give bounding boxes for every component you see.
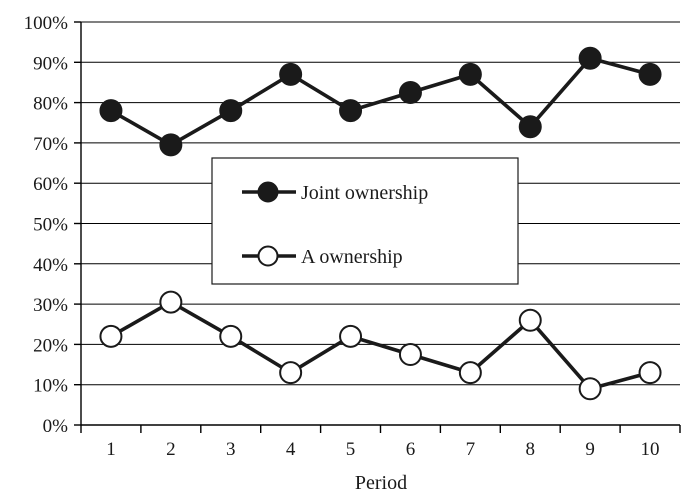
data-point-a-ownership bbox=[279, 361, 303, 385]
series-joint-ownership bbox=[99, 46, 662, 157]
data-point-a-ownership bbox=[99, 324, 123, 348]
legend-item-joint-ownership: Joint ownership bbox=[242, 181, 428, 204]
x-tick-label: 10 bbox=[641, 439, 660, 460]
axes bbox=[74, 21, 681, 433]
x-tick-label: 8 bbox=[526, 439, 536, 460]
data-point-a-ownership bbox=[458, 361, 482, 385]
x-tick-label: 4 bbox=[286, 439, 296, 460]
data-point-a-ownership bbox=[159, 290, 183, 314]
y-tick-label: 80% bbox=[33, 94, 68, 115]
data-point-joint-ownership bbox=[159, 133, 183, 157]
x-tick-label: 3 bbox=[226, 439, 236, 460]
data-point-joint-ownership bbox=[578, 46, 602, 70]
x-tick-label: 7 bbox=[466, 439, 476, 460]
data-point-a-ownership bbox=[339, 324, 363, 348]
series-line-joint-ownership bbox=[110, 56, 651, 147]
y-tick-label: 20% bbox=[33, 335, 68, 356]
legend-label-joint-ownership: Joint ownership bbox=[301, 182, 428, 204]
x-tick-labels: 1 2 3 4 5 6 7 8 9 10 bbox=[106, 439, 659, 460]
series-line-a-ownership bbox=[110, 300, 651, 391]
series-a-ownership bbox=[99, 290, 662, 401]
data-point-a-ownership bbox=[398, 342, 422, 366]
data-point-a-ownership bbox=[518, 308, 542, 332]
y-tick-label: 10% bbox=[33, 376, 68, 397]
y-tick-label: 60% bbox=[33, 174, 68, 195]
data-point-joint-ownership bbox=[638, 62, 662, 86]
y-tick-label: 30% bbox=[33, 295, 68, 316]
data-point-a-ownership bbox=[219, 324, 243, 348]
data-point-joint-ownership bbox=[219, 99, 243, 123]
x-axis-title: Period bbox=[355, 472, 407, 494]
y-tick-label: 100% bbox=[24, 13, 69, 34]
legend-marker-joint-ownership bbox=[257, 181, 279, 203]
y-tick-label: 50% bbox=[33, 215, 68, 236]
legend-marker-a-ownership bbox=[257, 245, 279, 267]
data-point-a-ownership bbox=[578, 377, 602, 401]
data-point-joint-ownership bbox=[518, 115, 542, 139]
legend-label-a-ownership: A ownership bbox=[301, 246, 403, 268]
x-tick-label: 9 bbox=[585, 439, 595, 460]
data-point-joint-ownership bbox=[279, 62, 303, 86]
data-point-a-ownership bbox=[638, 361, 662, 385]
y-tick-label: 40% bbox=[33, 255, 68, 276]
data-point-joint-ownership bbox=[339, 99, 363, 123]
legend-item-a-ownership: A ownership bbox=[242, 245, 403, 268]
y-tick-label: 0% bbox=[43, 416, 69, 437]
legend: Joint ownership A ownership bbox=[211, 157, 519, 285]
data-point-joint-ownership bbox=[398, 81, 422, 105]
x-tick-label: 6 bbox=[406, 439, 416, 460]
y-tick-labels: 0% 10% 20% 30% 40% 50% 60% 70% 80% 90% 100% bbox=[24, 13, 69, 437]
x-tick-label: 2 bbox=[166, 439, 176, 460]
x-tick-label: 5 bbox=[346, 439, 356, 460]
y-tick-label: 90% bbox=[33, 53, 68, 74]
data-point-joint-ownership bbox=[458, 62, 482, 86]
series bbox=[99, 46, 662, 401]
x-tick-label: 1 bbox=[106, 439, 116, 460]
y-tick-label: 70% bbox=[33, 134, 68, 155]
data-point-joint-ownership bbox=[99, 99, 123, 123]
